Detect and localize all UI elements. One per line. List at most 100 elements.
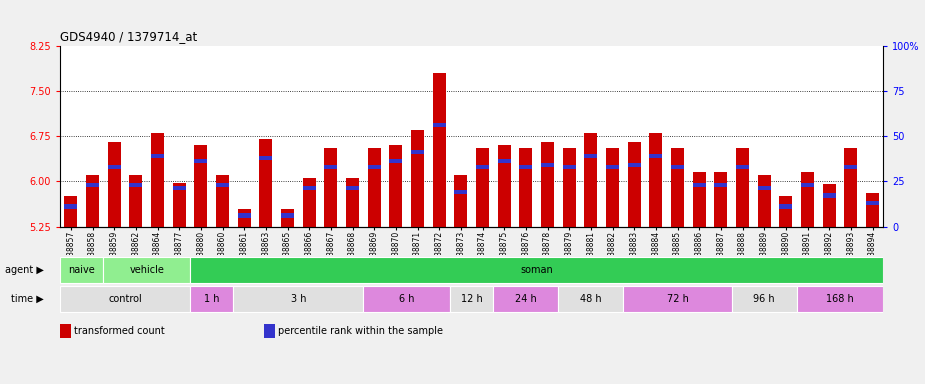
Bar xyxy=(450,286,493,311)
Bar xyxy=(60,257,104,283)
Bar xyxy=(302,179,315,227)
Text: 24 h: 24 h xyxy=(515,293,536,304)
Bar xyxy=(498,159,511,164)
Bar xyxy=(368,148,381,227)
Bar xyxy=(173,186,186,190)
Text: control: control xyxy=(108,293,142,304)
Bar xyxy=(389,146,402,227)
Bar xyxy=(520,165,533,169)
Bar xyxy=(302,186,315,190)
Bar xyxy=(541,163,554,167)
Bar xyxy=(714,183,727,187)
Bar xyxy=(368,165,381,169)
Text: percentile rank within the sample: percentile rank within the sample xyxy=(278,326,442,336)
Bar xyxy=(108,165,121,169)
Bar xyxy=(191,286,233,311)
Bar xyxy=(562,165,575,169)
Bar xyxy=(281,209,294,227)
Text: 168 h: 168 h xyxy=(826,293,854,304)
Bar xyxy=(130,183,142,187)
Bar xyxy=(801,183,814,187)
Bar xyxy=(191,257,883,283)
Text: soman: soman xyxy=(521,265,553,275)
Text: naive: naive xyxy=(68,265,95,275)
Bar xyxy=(606,148,619,227)
Bar xyxy=(259,156,273,160)
Bar xyxy=(454,190,467,194)
Bar xyxy=(60,286,191,311)
Text: 12 h: 12 h xyxy=(461,293,483,304)
Bar xyxy=(476,165,489,169)
Bar xyxy=(541,142,554,227)
Bar xyxy=(411,130,424,227)
Bar xyxy=(325,148,338,227)
Text: GDS4940 / 1379714_at: GDS4940 / 1379714_at xyxy=(60,30,197,43)
Bar xyxy=(86,183,99,187)
Bar xyxy=(493,286,559,311)
Bar xyxy=(238,209,251,227)
Text: 96 h: 96 h xyxy=(753,293,775,304)
Bar xyxy=(130,175,142,227)
Bar xyxy=(104,257,191,283)
Text: 48 h: 48 h xyxy=(580,293,602,304)
Text: transformed count: transformed count xyxy=(74,326,165,336)
Bar xyxy=(498,146,511,227)
Bar xyxy=(562,148,575,227)
Bar xyxy=(866,194,879,227)
Bar xyxy=(758,186,771,190)
Bar xyxy=(520,148,533,227)
Bar xyxy=(364,286,450,311)
Bar xyxy=(693,183,706,187)
Bar xyxy=(65,197,78,227)
Bar xyxy=(693,172,706,227)
Bar xyxy=(151,133,164,227)
Bar xyxy=(758,175,771,227)
Text: 1 h: 1 h xyxy=(204,293,219,304)
Bar xyxy=(628,163,641,167)
Bar xyxy=(346,179,359,227)
Bar xyxy=(801,172,814,227)
Bar xyxy=(780,204,793,209)
Text: 6 h: 6 h xyxy=(399,293,414,304)
Bar xyxy=(433,123,446,127)
Bar xyxy=(623,286,732,311)
Bar xyxy=(671,148,684,227)
Text: time ▶: time ▶ xyxy=(11,293,43,304)
Bar xyxy=(822,184,835,227)
Bar xyxy=(736,148,749,227)
Bar xyxy=(822,194,835,198)
Bar xyxy=(194,159,207,164)
Bar xyxy=(108,142,121,227)
Bar xyxy=(780,197,793,227)
Text: agent ▶: agent ▶ xyxy=(5,265,43,275)
Bar xyxy=(233,286,364,311)
Bar xyxy=(389,159,402,164)
Bar xyxy=(866,201,879,205)
Bar xyxy=(325,165,338,169)
Bar xyxy=(238,214,251,217)
Bar xyxy=(671,165,684,169)
Bar xyxy=(649,154,662,158)
Bar xyxy=(606,165,619,169)
Bar xyxy=(649,133,662,227)
Bar xyxy=(433,73,446,227)
Bar xyxy=(281,214,294,217)
Bar xyxy=(585,154,598,158)
Bar xyxy=(346,186,359,190)
Bar xyxy=(559,286,623,311)
Text: 72 h: 72 h xyxy=(667,293,688,304)
Bar xyxy=(259,139,273,227)
Text: vehicle: vehicle xyxy=(130,265,165,275)
Bar xyxy=(476,148,489,227)
Bar xyxy=(732,286,796,311)
Bar xyxy=(194,146,207,227)
Bar xyxy=(65,204,78,209)
Bar xyxy=(714,172,727,227)
Bar xyxy=(796,286,883,311)
Bar xyxy=(845,165,857,169)
Bar xyxy=(585,133,598,227)
Bar xyxy=(454,175,467,227)
Text: 3 h: 3 h xyxy=(290,293,306,304)
Bar xyxy=(628,142,641,227)
Bar xyxy=(845,148,857,227)
